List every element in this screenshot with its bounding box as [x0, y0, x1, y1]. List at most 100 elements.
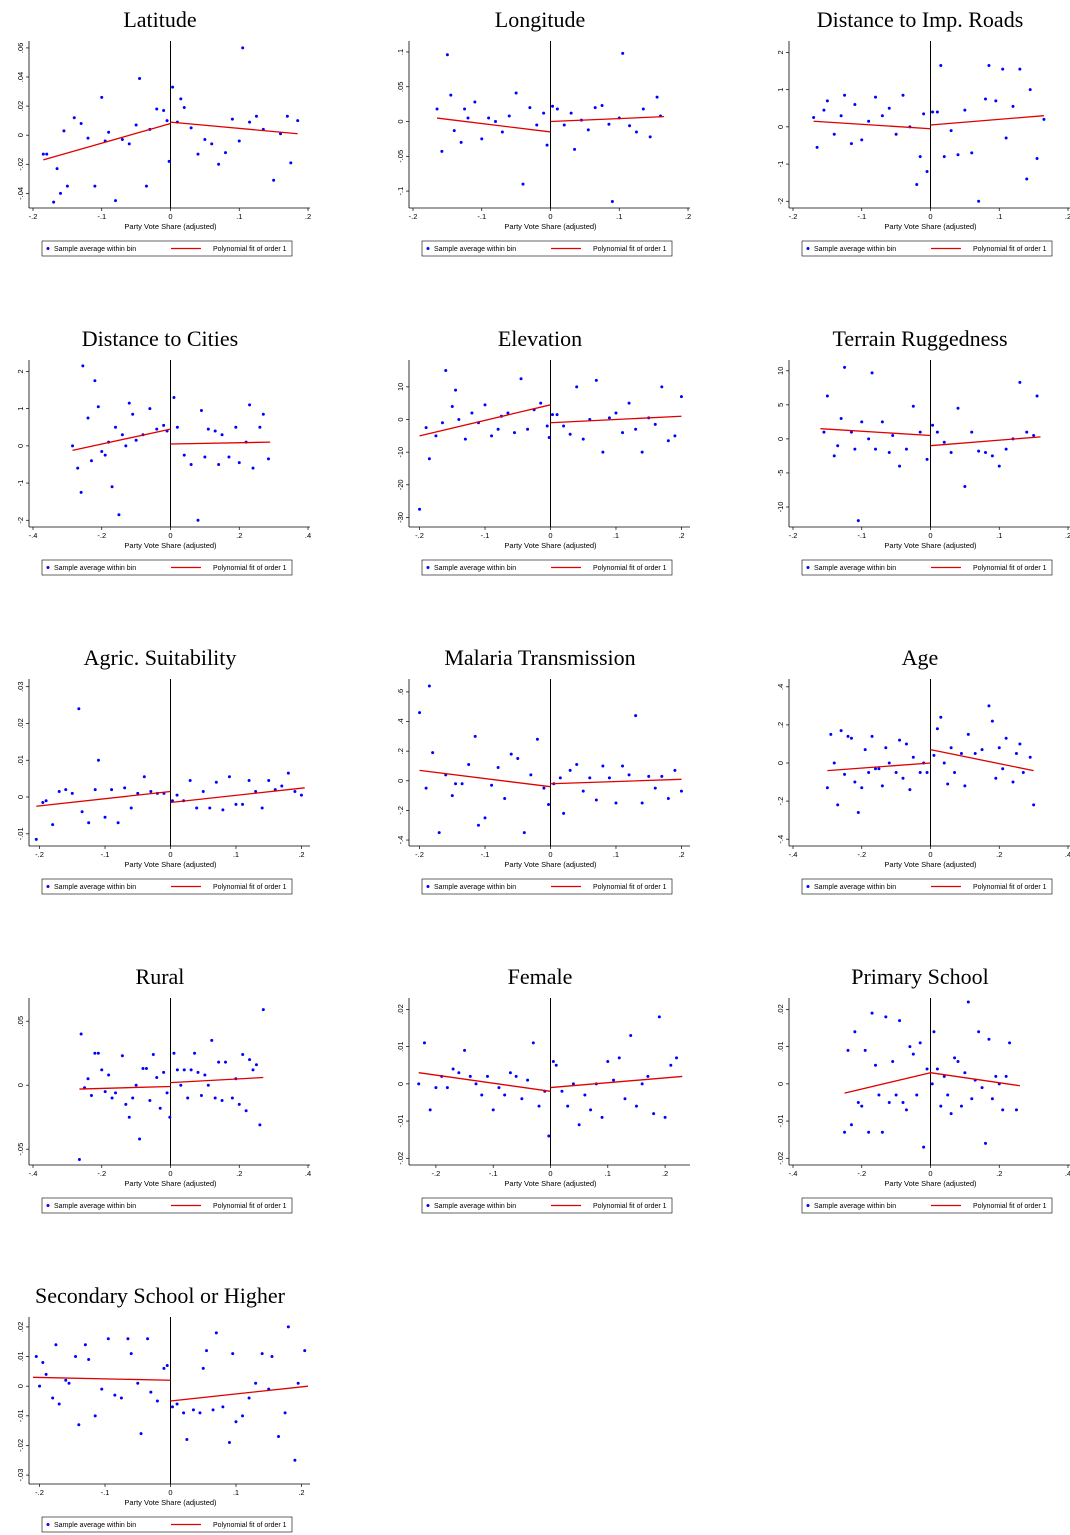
- bin-point: [110, 788, 114, 792]
- legend-label: Sample average within bin: [434, 565, 516, 572]
- bin-point: [261, 1008, 265, 1012]
- bin-point: [984, 97, 987, 101]
- bin-point: [663, 1115, 667, 1119]
- y-tick-label: 10: [396, 383, 405, 391]
- legend-key: [426, 1204, 430, 1207]
- bin-point: [822, 108, 826, 112]
- x-tick-label: -.4: [789, 1169, 798, 1178]
- bin-point: [939, 715, 943, 719]
- x-tick-label: 0: [168, 212, 172, 221]
- bin-point: [679, 789, 683, 793]
- x-tick-label: -.1: [481, 531, 490, 540]
- bin-point: [41, 1360, 45, 1364]
- bin-point: [457, 418, 461, 422]
- bin-point: [182, 106, 186, 110]
- bin-point: [1011, 780, 1015, 784]
- bin-point: [874, 95, 877, 99]
- legend-label: Sample average within bin: [54, 1203, 136, 1210]
- legend-box: [801, 559, 1053, 576]
- bin-point: [980, 748, 984, 752]
- panel-title: Secondary School or Higher: [35, 1283, 286, 1308]
- bin-point: [660, 774, 664, 778]
- legend-key: [46, 1204, 50, 1207]
- bin-point: [884, 1015, 888, 1019]
- y-tick-label: -.1: [396, 187, 405, 196]
- x-tick-label: .1: [233, 850, 239, 859]
- y-tick-label: .01: [776, 1041, 785, 1051]
- x-tick-label: .2: [678, 850, 684, 859]
- bin-point: [939, 1104, 943, 1108]
- legend-label: Sample average within bin: [434, 1203, 516, 1210]
- y-tick-label: .03: [16, 681, 25, 691]
- bin-point: [134, 1083, 138, 1087]
- bin-point: [575, 762, 579, 766]
- x-tick-label: -.2: [415, 850, 424, 859]
- bin-point: [251, 466, 255, 470]
- bin-point: [911, 755, 915, 759]
- bin-point: [59, 191, 62, 195]
- y-tick-label: 2: [16, 369, 25, 373]
- x-axis-label: Party Vote Share (adjusted): [884, 541, 977, 550]
- x-tick-label: 0: [928, 531, 932, 540]
- legend-label: Polynomial fit of order 1: [593, 565, 667, 572]
- bin-point: [990, 719, 994, 723]
- bin-point: [832, 761, 836, 765]
- y-tick-label: 0: [16, 133, 25, 137]
- y-tick-label: -20: [396, 479, 405, 490]
- bin-point: [162, 108, 166, 112]
- bin-point: [296, 1381, 300, 1385]
- y-tick-label: -1: [776, 161, 785, 168]
- bin-point: [165, 1091, 169, 1095]
- bin-point: [114, 425, 117, 429]
- bin-point: [990, 1097, 994, 1101]
- x-tick-label: 0: [928, 1169, 932, 1178]
- x-axis-label: Party Vote Share (adjusted): [124, 1498, 217, 1507]
- y-tick-label: 10: [776, 367, 785, 375]
- bin-point: [1028, 755, 1032, 759]
- bin-point: [560, 1089, 564, 1093]
- y-tick-label: .2: [396, 748, 405, 754]
- bin-point: [860, 138, 864, 142]
- bin-point: [139, 1432, 143, 1436]
- bin-point: [191, 1408, 195, 1412]
- bin-point: [506, 411, 510, 415]
- bin-point: [44, 799, 48, 803]
- bin-point: [939, 63, 943, 67]
- bin-point: [497, 1086, 501, 1090]
- bin-point: [103, 453, 107, 457]
- bin-point: [655, 95, 659, 99]
- bin-point: [146, 1337, 150, 1341]
- bin-point: [980, 1086, 984, 1090]
- fit-line: [436, 116, 664, 133]
- bin-point: [607, 122, 611, 126]
- bin-point: [963, 108, 967, 112]
- panel-title: Age: [902, 645, 939, 670]
- bin-point: [434, 434, 438, 438]
- fit-line: [36, 787, 305, 807]
- bin-point: [155, 427, 159, 431]
- bin-point: [230, 117, 234, 121]
- bin-point: [227, 1440, 231, 1444]
- y-tick-label: 0: [776, 437, 785, 441]
- bin-point: [179, 97, 183, 101]
- bin-point: [554, 1063, 558, 1067]
- bin-point: [251, 1068, 255, 1072]
- x-tick-label: .2: [1065, 531, 1070, 540]
- legend-box: [41, 878, 293, 895]
- bin-point: [634, 1104, 638, 1108]
- y-tick-label: 0: [16, 444, 25, 448]
- fit-line: [43, 121, 298, 161]
- bin-point: [994, 1074, 998, 1078]
- bin-point: [987, 704, 991, 708]
- bin-point: [231, 1352, 235, 1356]
- bin-point: [480, 1093, 484, 1097]
- x-tick-label: -.2: [35, 1488, 44, 1497]
- bin-point: [124, 444, 128, 448]
- bin-point: [45, 152, 49, 156]
- y-tick-label: -.02: [16, 1439, 25, 1452]
- bin-point: [640, 801, 644, 805]
- bin-point: [627, 773, 631, 777]
- bin-point: [887, 761, 891, 765]
- bin-point: [849, 430, 853, 434]
- bin-point: [195, 806, 199, 810]
